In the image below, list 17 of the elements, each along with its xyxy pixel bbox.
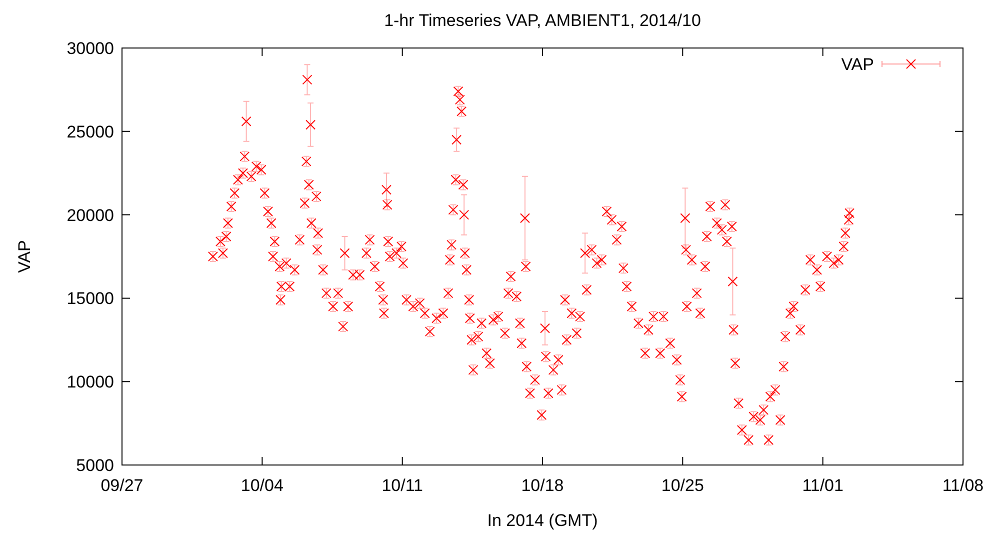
x-tick-label: 09/27 (100, 476, 144, 495)
y-tick-label: 20000 (66, 206, 114, 225)
y-tick-label: 30000 (66, 38, 114, 58)
y-tick-label: 10000 (66, 372, 114, 392)
x-tick-label: 10/11 (382, 476, 423, 495)
chart-title: 1-hr Timeseries VAP, AMBIENT1, 2014/10 (384, 11, 701, 30)
x-tick-label: 11/08 (942, 476, 984, 495)
y-axis-title: VAP (15, 240, 34, 273)
x-tick-label: 10/04 (240, 476, 284, 495)
legend-label: VAP (841, 54, 874, 74)
x-tick-label: 11/01 (802, 476, 844, 495)
x-tick-label: 10/25 (661, 476, 704, 495)
y-tick-label: 5000 (76, 456, 114, 475)
x-tick-label: 10/18 (521, 476, 564, 495)
y-tick-label: 25000 (66, 122, 114, 142)
y-tick-label: 15000 (66, 289, 114, 308)
x-axis-title: In 2014 (GMT) (487, 511, 598, 530)
